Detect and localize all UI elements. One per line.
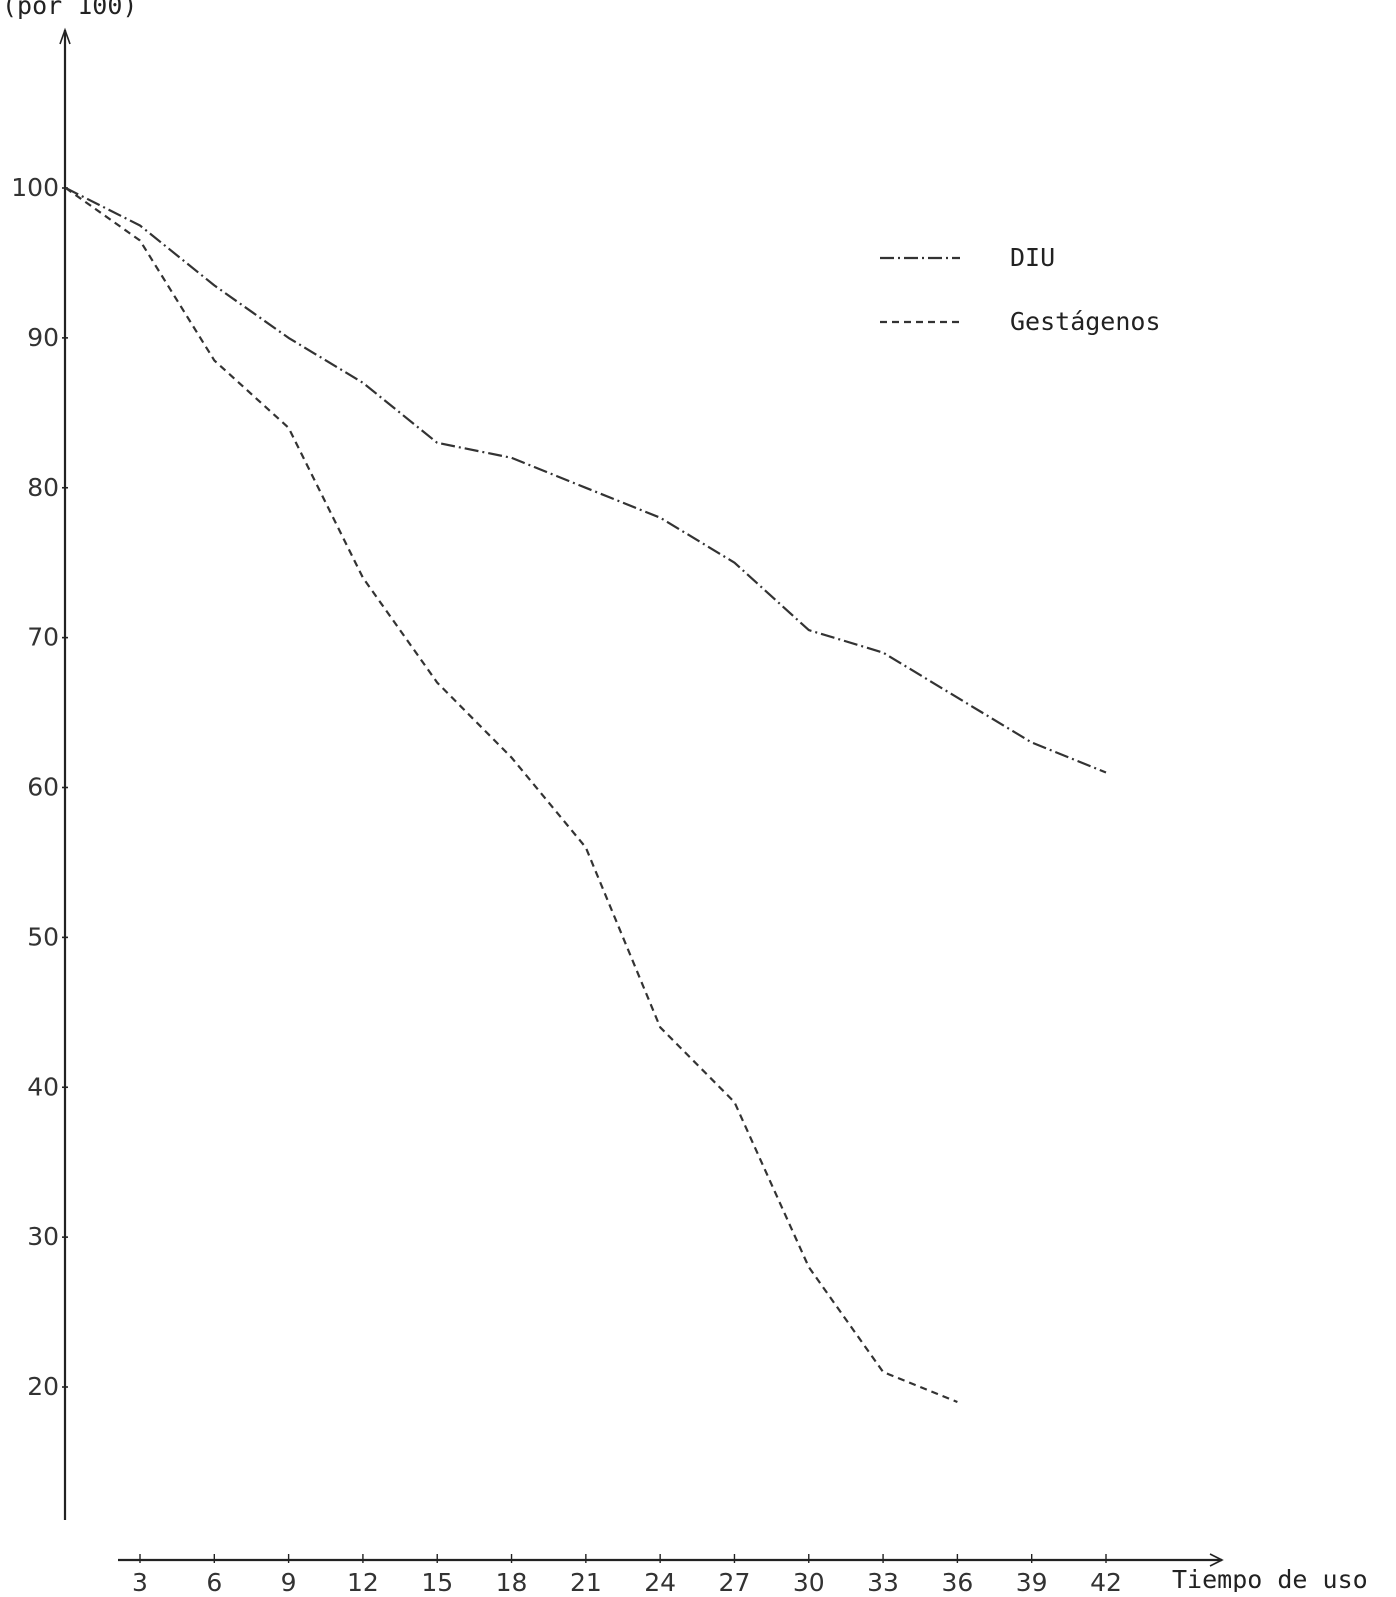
y-tick-label: 90: [27, 323, 59, 352]
series-layer: [65, 187, 1107, 1404]
y-tick-label: 50: [27, 922, 59, 951]
y-tick-label: 100: [11, 173, 59, 202]
x-tick-label: 24: [644, 1568, 676, 1592]
x-axis-title: Tiempo de uso: [1172, 1565, 1368, 1592]
axes-layer: [59, 27, 1224, 1567]
x-tick-label: 30: [793, 1568, 825, 1592]
y-tick-label: 60: [27, 773, 59, 802]
x-tick-label: 42: [1090, 1568, 1122, 1592]
series-diu-line: [65, 187, 1107, 774]
y-tick-label: 70: [27, 623, 59, 652]
x-tick-label: 36: [941, 1568, 973, 1592]
x-tick-label: 27: [719, 1568, 751, 1592]
axis-titles: (por 100) Tiempo de uso: [2, 0, 1368, 1594]
y-axis-arrow: [59, 27, 71, 45]
x-axis-arrow: [1209, 1553, 1224, 1567]
x-tick-label: 18: [496, 1568, 528, 1592]
x-tick-label: 33: [867, 1568, 899, 1592]
x-tick-label: 39: [1016, 1568, 1048, 1592]
x-tick-label: 15: [421, 1568, 453, 1592]
series-gestagenos-line: [65, 187, 958, 1404]
x-tick-label: 6: [206, 1568, 222, 1592]
y-tick-label: 40: [27, 1072, 59, 1101]
legend-label-gestagenos: Gestágenos: [1010, 307, 1161, 336]
y-tick-label: 20: [27, 1372, 59, 1401]
y-axis-title: (por 100): [2, 0, 137, 20]
x-tick-label: 21: [570, 1568, 602, 1592]
legend: DIU Gestágenos: [880, 243, 1161, 336]
y-tick-label: 30: [27, 1222, 59, 1251]
x-tick-label: 12: [347, 1568, 379, 1592]
y-tick-label: 80: [27, 473, 59, 502]
legend-label-diu: DIU: [1010, 243, 1055, 272]
x-tick-label: 3: [132, 1568, 148, 1592]
x-tick-label: 9: [281, 1568, 297, 1592]
